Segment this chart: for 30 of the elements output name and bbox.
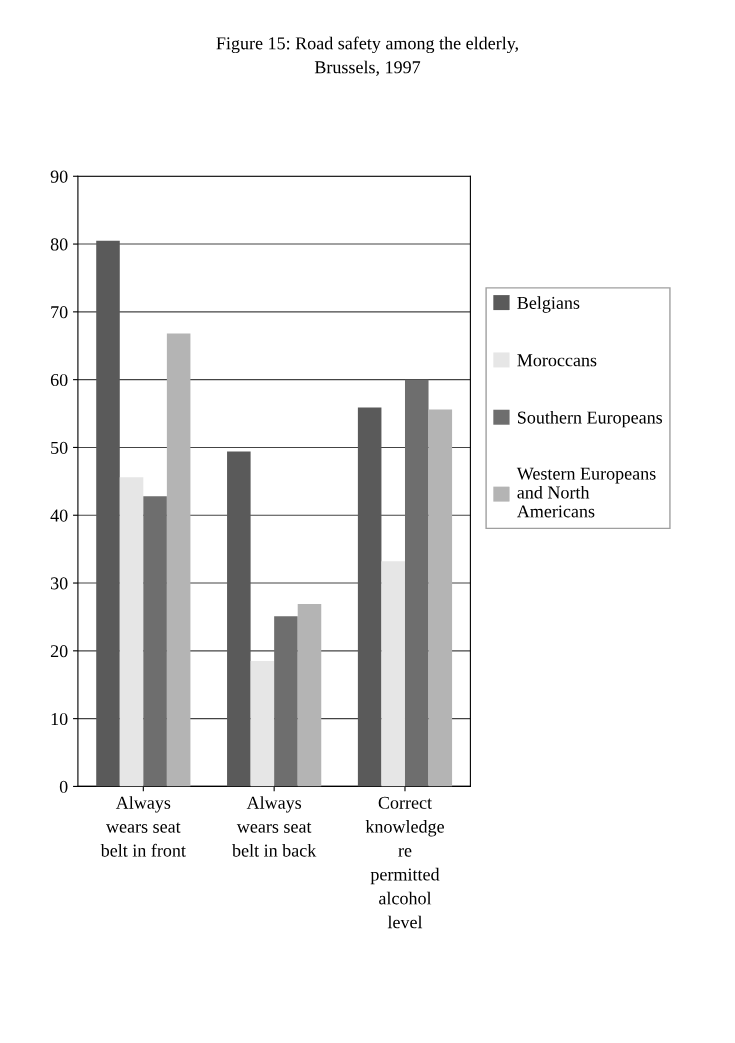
y-tick-label: 40 <box>50 509 68 522</box>
bar <box>357 407 382 787</box>
legend-label: Southern Europeans <box>518 410 663 428</box>
y-tick-label: 80 <box>50 238 68 251</box>
x-tick-label: Correct knowledge re permitted alcohol level <box>365 796 444 929</box>
bar <box>297 604 322 787</box>
x-tick-label: Always wears seat belt in back <box>232 796 317 857</box>
y-tick-label: 20 <box>50 645 68 658</box>
bar <box>274 616 298 787</box>
legend-label: Western Europeans and North Americans <box>516 467 656 518</box>
y-tick-label: 30 <box>51 577 68 590</box>
y-tick-label: 60 <box>50 373 68 387</box>
y-tick-label: 90 <box>50 170 68 183</box>
bar <box>381 561 405 787</box>
bar <box>404 379 429 787</box>
legend-label: Belgians <box>517 296 580 313</box>
bar <box>250 661 275 787</box>
y-tick-label: 70 <box>51 306 68 319</box>
y-tick-label: 0 <box>59 780 68 793</box>
x-tick-label: Always wears seat belt in front <box>100 796 186 857</box>
bar <box>428 409 453 787</box>
chart-title: Figure 15: Road safety among the elderly, Brussels, 1997 <box>216 36 518 76</box>
bar <box>119 477 144 787</box>
y-tick-label: 10 <box>51 712 68 726</box>
bar <box>166 333 191 787</box>
bar <box>227 451 251 787</box>
legend-label: Moroccans <box>517 354 597 367</box>
y-tick-label: 50 <box>51 441 68 454</box>
bar <box>143 496 167 787</box>
bar <box>96 240 120 787</box>
